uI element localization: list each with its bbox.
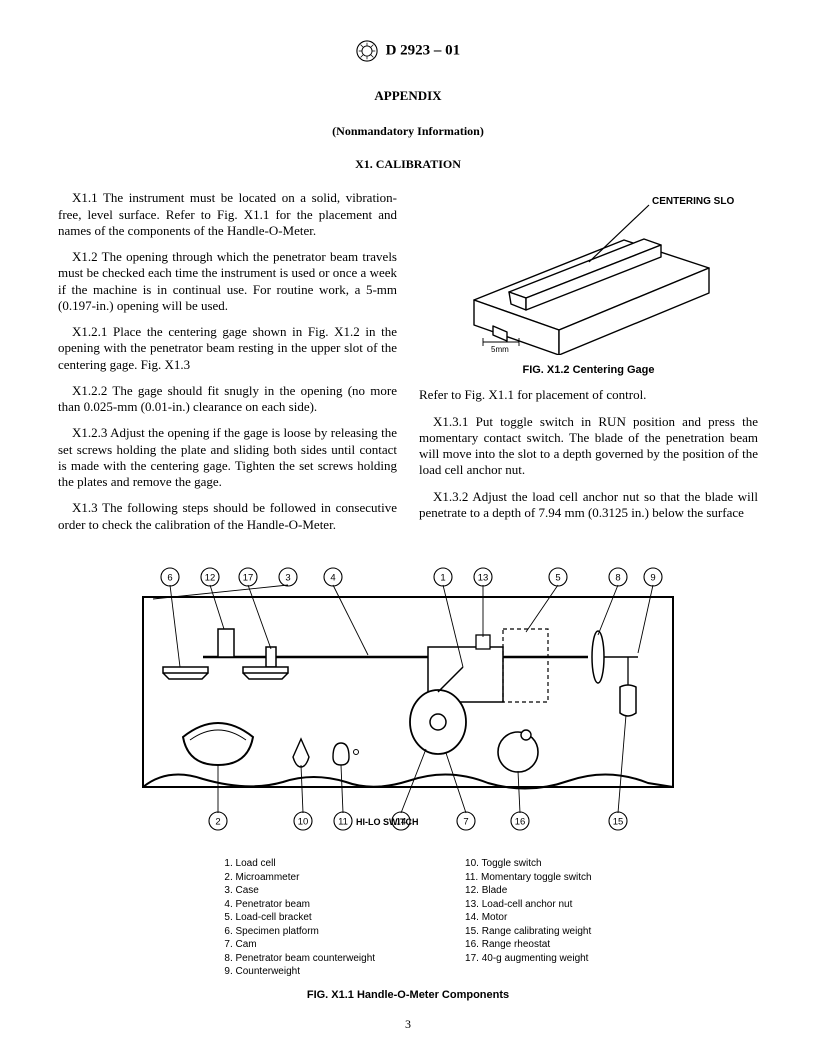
para-x12: X1.2 The opening through which the penet… <box>58 249 397 314</box>
dim-5mm: 5mm <box>491 345 509 354</box>
callout-centering-slo: CENTERING SLO <box>652 196 734 207</box>
svg-text:15: 15 <box>613 816 624 827</box>
svg-text:2: 2 <box>215 816 220 827</box>
svg-text:1: 1 <box>440 572 445 583</box>
designation: D 2923 – 01 <box>386 42 461 58</box>
legend-left: 1. Load cell2. Microammeter3. Case4. Pen… <box>224 857 375 979</box>
svg-text:4: 4 <box>330 572 335 583</box>
svg-text:10: 10 <box>298 816 309 827</box>
para-x13: X1.3 The following steps should be follo… <box>58 500 397 533</box>
two-column-body: X1.1 The instrument must be located on a… <box>58 190 758 543</box>
figure-x11: 6 12 17 3 4 1 13 5 8 9 <box>58 557 758 1003</box>
svg-text:6: 6 <box>167 572 172 583</box>
svg-text:3: 3 <box>285 572 290 583</box>
left-column: X1.1 The instrument must be located on a… <box>58 190 397 543</box>
para-x122: X1.2.2 The gage should fit snugly in the… <box>58 383 397 416</box>
appendix-title: APPENDIX <box>58 88 758 104</box>
para-x13r: Refer to Fig. X1.1 for placement of cont… <box>419 387 758 403</box>
nonmandatory-title: (Nonmandatory Information) <box>58 124 758 139</box>
para-x131: X1.3.1 Put toggle switch in RUN position… <box>419 414 758 479</box>
svg-text:5: 5 <box>555 572 560 583</box>
calibration-title: X1. CALIBRATION <box>58 157 758 172</box>
right-column: CENTERING SLO 5mm FIG. X1.2 Centering Ga… <box>419 190 758 543</box>
doc-header: D 2923 – 01 <box>58 40 758 62</box>
figure-x12: CENTERING SLO 5mm FIG. X1.2 Centering Ga… <box>419 190 758 377</box>
para-x11: X1.1 The instrument must be located on a… <box>58 190 397 239</box>
para-x121: X1.2.1 Place the centering gage shown in… <box>58 324 397 373</box>
legend: 1. Load cell2. Microammeter3. Case4. Pen… <box>58 857 758 979</box>
fig-x12-caption: FIG. X1.2 Centering Gage <box>419 364 758 378</box>
svg-text:7: 7 <box>463 816 468 827</box>
para-x132: X1.3.2 Adjust the load cell anchor nut s… <box>419 489 758 522</box>
legend-right: 10. Toggle switch11. Momentary toggle sw… <box>465 857 592 979</box>
handle-o-meter-icon: 6 12 17 3 4 1 13 5 8 9 <box>108 557 708 847</box>
svg-text:12: 12 <box>205 572 216 583</box>
para-x123: X1.2.3 Adjust the opening if the gage is… <box>58 425 397 490</box>
svg-text:8: 8 <box>615 572 620 583</box>
svg-text:17: 17 <box>243 572 254 583</box>
astm-logo-icon <box>356 40 378 62</box>
svg-text:9: 9 <box>650 572 655 583</box>
svg-text:13: 13 <box>478 572 489 583</box>
svg-text:11: 11 <box>338 816 348 827</box>
fig-x11-caption: FIG. X1.1 Handle-O-Meter Components <box>58 989 758 1003</box>
centering-gage-icon: CENTERING SLO 5mm <box>439 190 739 355</box>
page-number: 3 <box>0 1017 816 1032</box>
svg-text:16: 16 <box>515 816 526 827</box>
hilo-label: HI-LO SWITCH <box>356 817 419 827</box>
